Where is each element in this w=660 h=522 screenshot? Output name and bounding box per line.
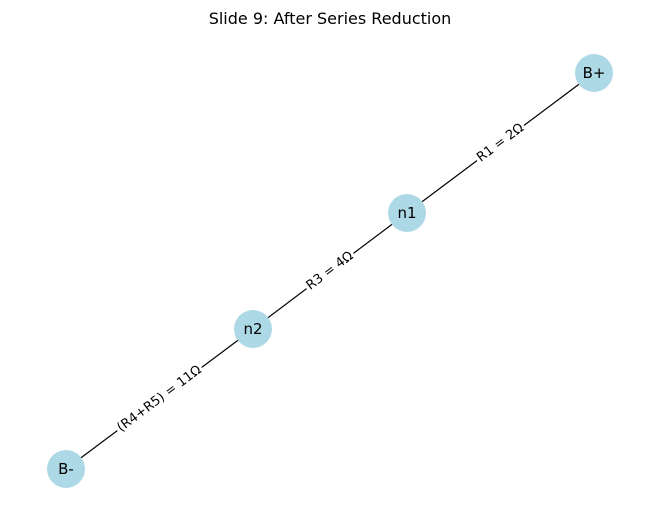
node-label-bminus: B- (58, 460, 74, 478)
diagram-title: Slide 9: After Series Reduction (209, 9, 452, 28)
node-n2: n2 (234, 310, 272, 348)
edge-label-background (472, 119, 529, 167)
edge-label-r3: R3 = 4Ω (304, 249, 357, 294)
edge-label-group-r1: R1 = 2Ω (472, 119, 529, 167)
node-label-n2: n2 (243, 320, 262, 338)
node-bplus: B+ (575, 54, 613, 92)
node-bminus: B- (47, 450, 85, 488)
node-label-n1: n1 (397, 204, 416, 222)
node-circle-n2 (234, 310, 272, 348)
nodes-layer: B+ n1 n2 B- (47, 54, 613, 488)
edge-label-background (301, 246, 359, 296)
edge-label-background (112, 361, 207, 437)
edge-labels-layer: R1 = 2Ω R3 = 4Ω (R4+R5) = 11Ω (112, 119, 529, 437)
edge-label-r45: (R4+R5) = 11Ω (114, 363, 204, 436)
node-circle-n1 (388, 194, 426, 232)
edge-label-group-r3: R3 = 4Ω (301, 246, 359, 296)
node-label-bplus: B+ (583, 64, 606, 82)
edge-label-r1: R1 = 2Ω (474, 121, 527, 166)
node-circle-bplus (575, 54, 613, 92)
edge-label-group-r45: (R4+R5) = 11Ω (112, 361, 207, 437)
node-n1: n1 (388, 194, 426, 232)
node-circle-bminus (47, 450, 85, 488)
